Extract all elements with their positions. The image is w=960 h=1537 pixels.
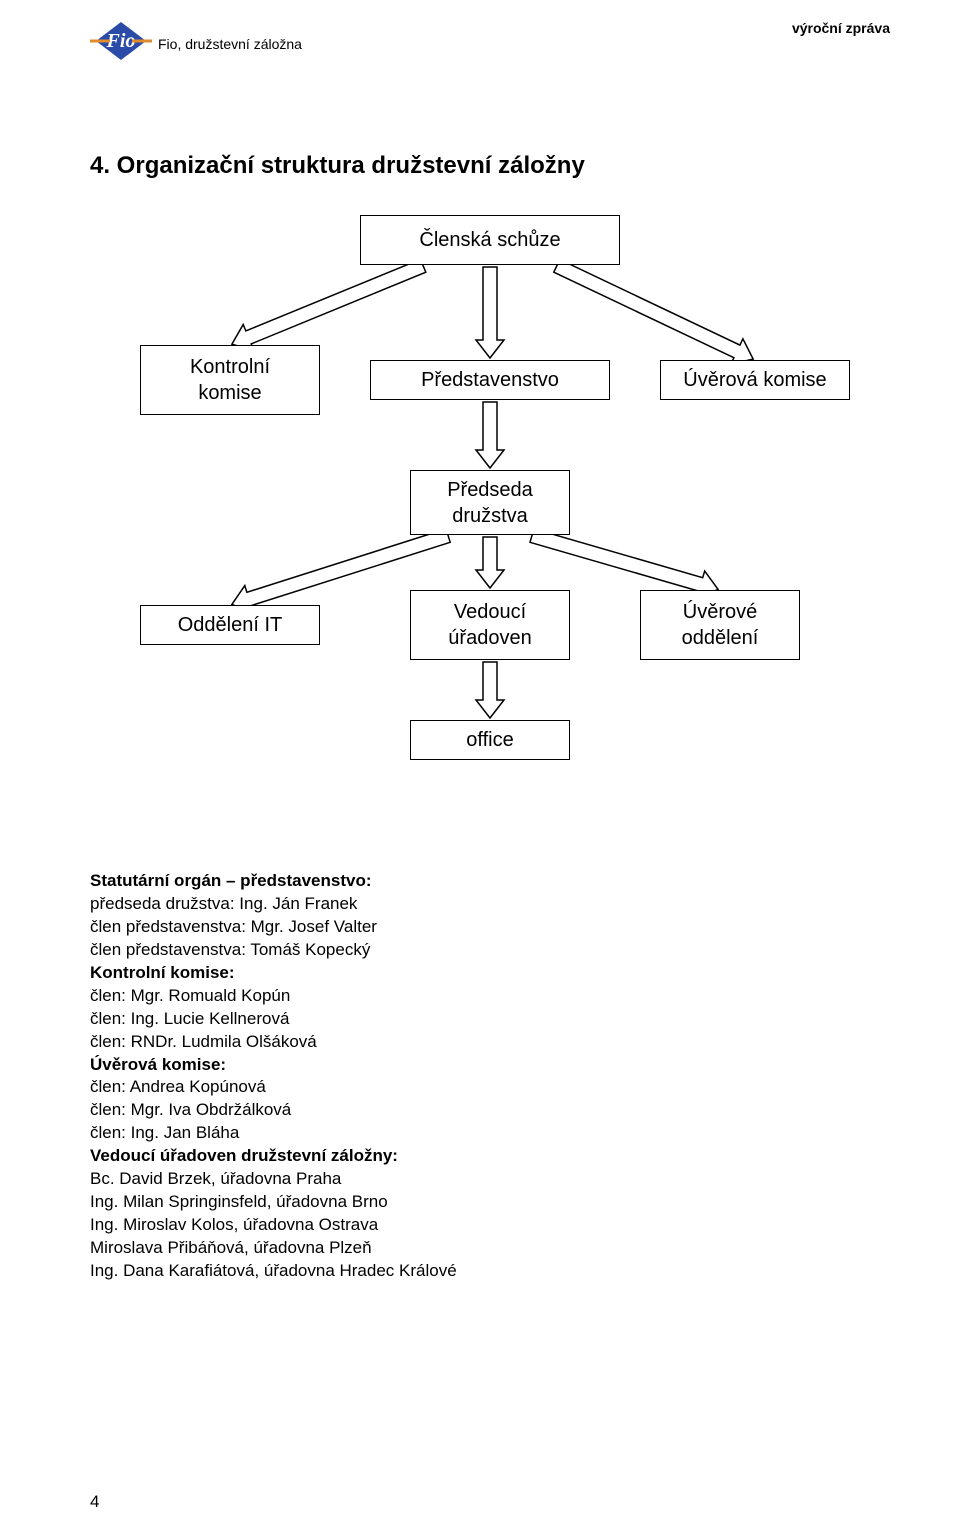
kontrolni-block: Kontrolní komise: člen: Mgr. Romuald Kop…: [90, 962, 890, 1054]
org-node-vedouci: Vedoucíúřadoven: [410, 590, 570, 660]
uverova-row: člen: Mgr. Iva Obdržálková: [90, 1099, 890, 1122]
logo-block: Fio Fio, družstevní záložna: [90, 20, 302, 62]
vedouci-title: Vedoucí úřadoven družstevní záložny:: [90, 1145, 890, 1168]
fio-logo-icon: Fio: [90, 20, 152, 62]
org-node-kontrolni: Kontrolníkomise: [140, 345, 320, 415]
org-node-office: office: [410, 720, 570, 760]
kontrolni-row: člen: Ing. Lucie Kellnerová: [90, 1008, 890, 1031]
kontrolni-title: Kontrolní komise:: [90, 962, 890, 985]
vedouci-block: Vedoucí úřadoven družstevní záložny: Bc.…: [90, 1145, 890, 1283]
svg-text:Fio: Fio: [106, 30, 136, 52]
vedouci-row: Ing. Milan Springinsfeld, úřadovna Brno: [90, 1191, 890, 1214]
annual-report-label: výroční zpráva: [792, 20, 890, 36]
vedouci-row: Bc. David Brzek, úřadovna Praha: [90, 1168, 890, 1191]
org-node-uverkom: Úvěrová komise: [660, 360, 850, 400]
uverova-title: Úvěrová komise:: [90, 1054, 890, 1077]
org-node-oddit: Oddělení IT: [140, 605, 320, 645]
org-node-clenska: Členská schůze: [360, 215, 620, 265]
vedouci-row: Ing. Miroslav Kolos, úřadovna Ostrava: [90, 1214, 890, 1237]
statutory-row: předseda družstva: Ing. Ján Franek: [90, 893, 890, 916]
org-node-predseda: Předsedadružstva: [410, 470, 570, 535]
section-heading: 4. Organizační struktura družstevní zálo…: [90, 152, 890, 180]
kontrolni-row: člen: Mgr. Romuald Kopún: [90, 985, 890, 1008]
kontrolni-row: člen: RNDr. Ludmila Olšáková: [90, 1031, 890, 1054]
page: Fio Fio, družstevní záložna výroční zprá…: [0, 0, 960, 1537]
header: Fio Fio, družstevní záložna výroční zprá…: [90, 20, 890, 62]
org-node-uverodd: Úvěrovéoddělení: [640, 590, 800, 660]
statutory-row: člen představenstva: Tomáš Kopecký: [90, 939, 890, 962]
vedouci-row: Ing. Dana Karafiátová, úřadovna Hradec K…: [90, 1260, 890, 1283]
org-chart: Členská schůze Kontrolníkomise Představens…: [110, 210, 870, 810]
statutory-block: Statutární orgán – představenstvo: předs…: [90, 870, 890, 962]
uverova-row: člen: Andrea Kopúnová: [90, 1076, 890, 1099]
statutory-row: člen představenstva: Mgr. Josef Valter: [90, 916, 890, 939]
page-number: 4: [90, 1492, 99, 1512]
vedouci-row: Miroslava Přibáňová, úřadovna Plzeň: [90, 1237, 890, 1260]
uverova-block: Úvěrová komise: člen: Andrea Kopúnová čl…: [90, 1054, 890, 1146]
body-text: Statutární orgán – představenstvo: předs…: [90, 870, 890, 1283]
org-name: Fio, družstevní záložna: [158, 36, 302, 52]
uverova-row: člen: Ing. Jan Bláha: [90, 1122, 890, 1145]
org-node-predstav: Představenstvo: [370, 360, 610, 400]
statutory-title: Statutární orgán – představenstvo:: [90, 870, 890, 893]
